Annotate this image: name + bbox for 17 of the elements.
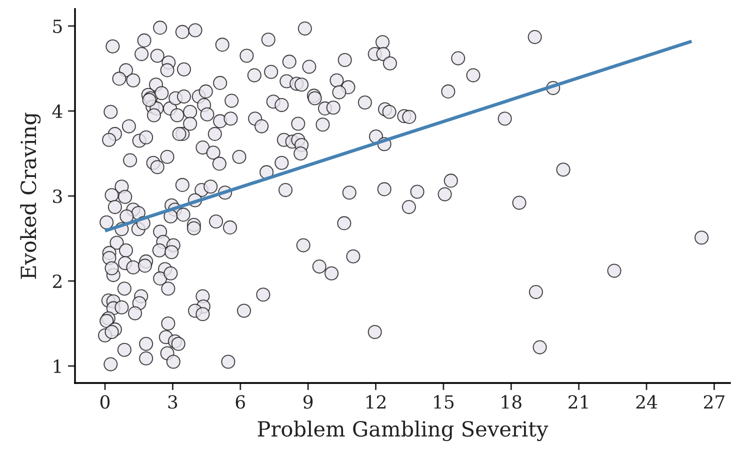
y-tick-label: 1	[54, 359, 61, 373]
y-tick-label: 5	[53, 20, 62, 34]
x-tick-label: 18	[502, 395, 522, 409]
x-tick-label: 3	[168, 395, 178, 409]
y-axis-title: Evoked Craving	[20, 112, 41, 279]
y-tick-label: 2	[52, 274, 62, 288]
x-tick-label: 15	[434, 395, 454, 409]
x-tick-label: 21	[568, 395, 588, 409]
x-tick-label: 6	[236, 395, 245, 409]
y-tick-label: 4	[52, 104, 62, 118]
y-tick-label: 3	[53, 189, 62, 204]
x-tick-label: 27	[704, 395, 724, 409]
x-tick-label: 9	[303, 395, 313, 409]
x-tick-label: 0	[100, 395, 110, 409]
x-axis-title: Problem Gambling Severity	[258, 420, 548, 442]
x-tick-label: 12	[366, 395, 386, 409]
x-tick-label: 24	[636, 395, 658, 409]
